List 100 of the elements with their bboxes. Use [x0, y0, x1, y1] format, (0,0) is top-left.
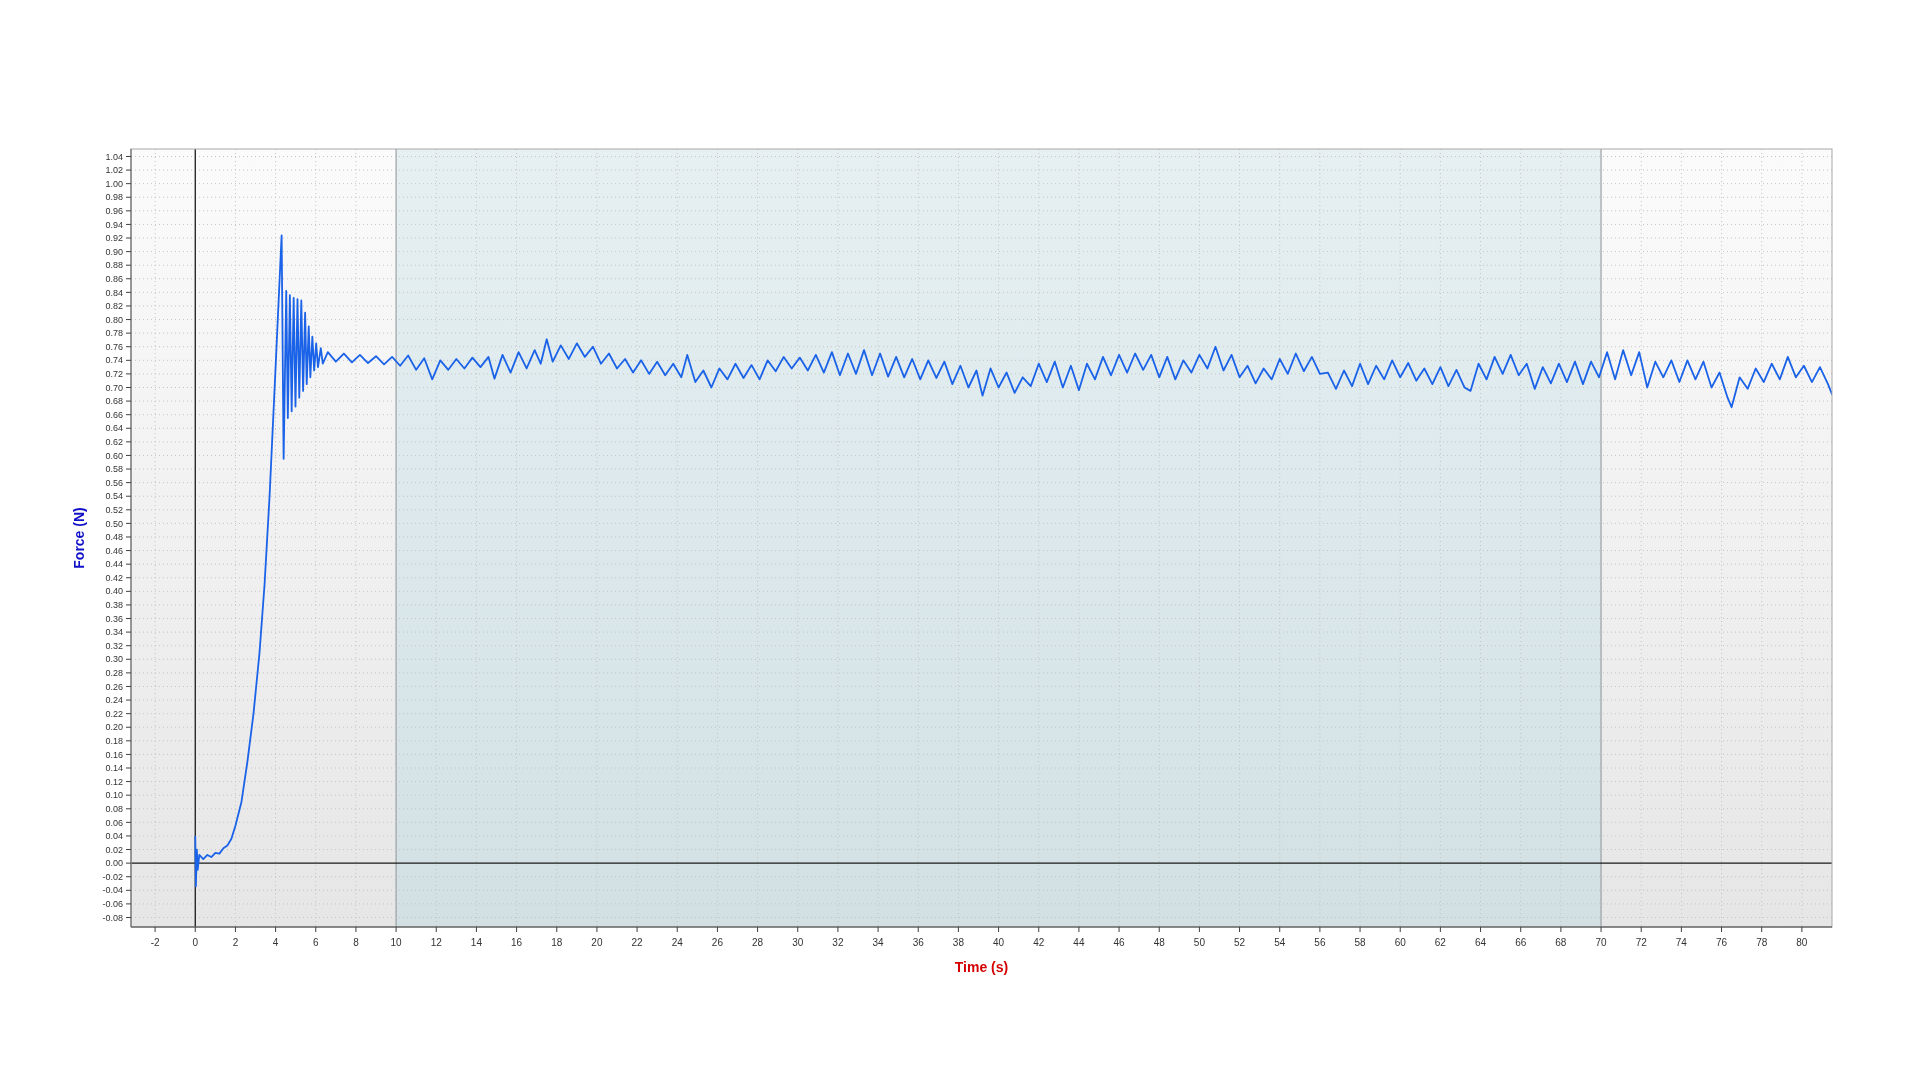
y-tick-label: 0.36: [105, 613, 123, 624]
y-tick-label: 1.04: [105, 151, 123, 162]
y-tick-label: 0.50: [105, 518, 123, 529]
y-tick-label: 0.02: [105, 844, 123, 855]
x-tick-label: 14: [470, 937, 483, 948]
y-tick-label: 0.74: [105, 355, 123, 366]
x-tick-label: 66: [1515, 937, 1527, 948]
x-tick-label: 74: [1675, 937, 1688, 948]
y-tick-label: 0.52: [105, 504, 123, 515]
x-tick-label: 68: [1555, 937, 1567, 948]
x-tick-label: 78: [1756, 937, 1768, 948]
y-tick-label: 0.80: [105, 314, 123, 325]
x-axis-title: Time (s): [954, 959, 1009, 975]
x-tick-label: 32: [832, 937, 844, 948]
x-tick-label: 34: [872, 937, 885, 948]
x-tick-label: 50: [1193, 937, 1206, 948]
y-tick-label: 0.26: [105, 681, 123, 692]
y-tick-label: 1.00: [105, 178, 123, 189]
y-tick-label: 0.82: [105, 301, 123, 312]
x-tick-label: 6: [312, 937, 319, 948]
x-tick-label: 76: [1715, 937, 1728, 948]
x-tick-label: 10: [390, 937, 403, 948]
y-tick-label: 0.22: [105, 708, 123, 719]
y-tick-label: 0.84: [105, 287, 123, 298]
x-tick-label: 36: [912, 937, 925, 948]
x-tick-label: 8: [353, 937, 360, 948]
y-tick-label: 0.94: [105, 219, 123, 230]
x-tick-label: 56: [1314, 937, 1326, 948]
y-tick-label: 0.42: [105, 572, 123, 583]
x-tick-label: 46: [1113, 937, 1126, 948]
y-tick-label: 0.96: [105, 205, 123, 216]
x-tick-label: 24: [671, 937, 684, 948]
y-tick-label: 0.24: [105, 695, 123, 706]
y-tick-label: 0.76: [105, 341, 123, 352]
y-axis-title: Force (N): [71, 507, 87, 569]
y-tick-label: 0.90: [105, 246, 123, 257]
x-tick-label: 30: [792, 937, 804, 948]
x-tick-label: 48: [1153, 937, 1166, 948]
y-tick-label: 0.48: [105, 532, 123, 543]
x-tick-label: 18: [551, 937, 563, 948]
y-tick-label: 1.02: [105, 165, 123, 176]
x-tick-label: 60: [1394, 937, 1407, 948]
y-tick-label: 0.78: [105, 328, 123, 339]
y-tick-label: 0.64: [105, 423, 123, 434]
x-tick-label: 4: [272, 937, 279, 948]
y-tick-label: 0.60: [105, 450, 123, 461]
x-tick-label: 38: [952, 937, 965, 948]
x-tick-label: 26: [711, 937, 724, 948]
x-tick-label: 64: [1474, 937, 1487, 948]
y-tick-label: 0.28: [105, 668, 123, 679]
y-tick-label: 0.66: [105, 409, 123, 420]
x-tick-label: -2: [150, 937, 160, 948]
y-tick-label: 0.46: [105, 545, 123, 556]
x-tick-label: 44: [1073, 937, 1085, 948]
x-tick-label: 12: [430, 937, 443, 948]
x-tick-label: 72: [1635, 937, 1648, 948]
x-tick-label: 40: [993, 937, 1005, 948]
y-tick-label: -0.04: [102, 885, 123, 896]
y-tick-label: 0.00: [105, 858, 123, 869]
y-tick-label: 0.86: [105, 273, 123, 284]
y-tick-label: 0.04: [105, 831, 123, 842]
x-tick-label: 16: [511, 937, 523, 948]
y-tick-label: 0.44: [105, 559, 123, 570]
y-tick-label: 0.92: [105, 233, 123, 244]
y-tick-label: -0.06: [102, 899, 123, 910]
y-tick-label: 0.72: [105, 369, 123, 380]
y-tick-label: 0.16: [105, 749, 123, 760]
x-tick-label: 42: [1033, 937, 1045, 948]
y-tick-label: 0.30: [105, 654, 123, 665]
y-tick-label: 0.62: [105, 437, 123, 447]
x-tick-label: 62: [1434, 937, 1447, 948]
x-tick-label: 58: [1354, 937, 1367, 948]
y-tick-label: 0.14: [105, 763, 123, 774]
y-tick-label: 0.08: [105, 803, 123, 814]
y-tick-label: 0.98: [105, 192, 123, 203]
y-tick-label: 0.38: [105, 600, 123, 611]
y-tick-label: 0.10: [105, 790, 123, 801]
y-tick-label: 0.70: [105, 382, 123, 393]
y-tick-label: 0.56: [105, 477, 123, 488]
y-tick-label: -0.02: [102, 871, 123, 882]
y-tick-label: 0.32: [105, 640, 123, 651]
y-tick-label: 0.06: [105, 817, 123, 828]
y-tick-label: 0.20: [105, 722, 123, 733]
y-tick-label: 0.18: [105, 735, 123, 746]
y-tick-label: 0.12: [105, 776, 123, 787]
y-tick-label: 0.68: [105, 396, 123, 407]
x-tick-label: 52: [1234, 937, 1246, 948]
y-tick-label: 0.40: [105, 586, 123, 597]
x-tick-label: 70: [1595, 937, 1608, 948]
x-tick-label: 20: [591, 937, 603, 948]
y-tick-label: 0.88: [105, 260, 123, 271]
y-tick-label: -0.08: [102, 912, 123, 923]
line-series: [194, 234, 1832, 888]
y-tick-label: 0.54: [105, 491, 123, 502]
x-tick-label: 0: [192, 937, 199, 948]
x-tick-label: 2: [232, 937, 239, 948]
x-tick-label: 22: [631, 937, 644, 948]
y-tick-label: 0.58: [105, 464, 123, 475]
x-tick-label: 80: [1796, 937, 1808, 948]
y-tick-label: 0.34: [105, 627, 123, 638]
